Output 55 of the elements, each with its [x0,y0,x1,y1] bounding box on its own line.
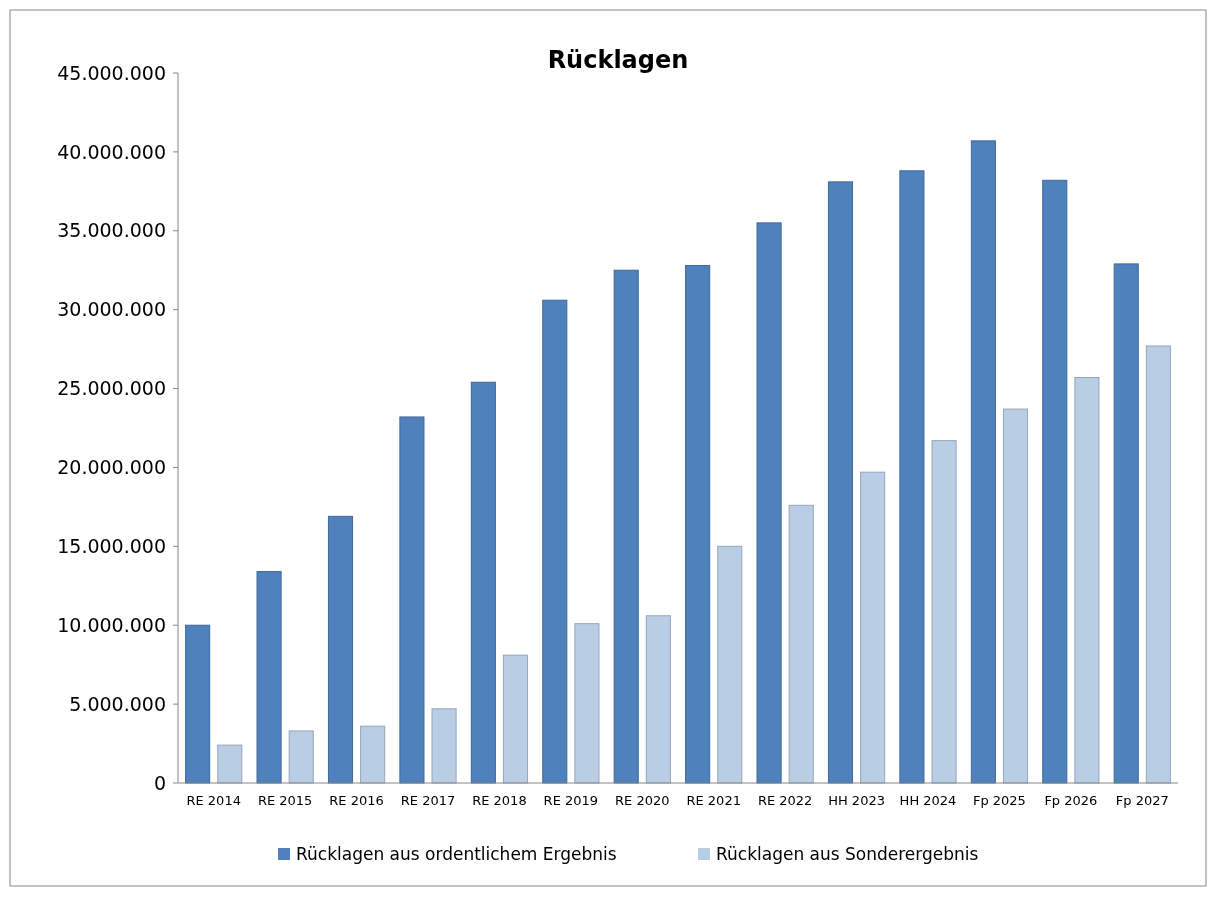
y-tick-label: 40.000.000 [57,140,166,163]
x-tick-label: HH 2024 [899,793,957,808]
bar [399,416,425,784]
y-tick-label: 5.000.000 [69,692,166,715]
bar [970,140,996,784]
bar [502,654,529,784]
bar [685,264,711,784]
bar [470,381,496,784]
x-tick-label: RE 2016 [329,793,384,808]
x-tick-label: RE 2017 [400,793,456,808]
bar [645,615,671,784]
bar [360,725,386,784]
bar [256,571,282,784]
bar [542,299,568,784]
y-tick-label: 20.000.000 [57,456,166,479]
bar [931,440,957,784]
bar [1113,263,1139,784]
y-tick-label: 30.000.000 [57,298,166,321]
bar [1145,345,1171,784]
bar [1002,408,1029,784]
chart-title: Rücklagen [547,46,689,74]
bar [827,181,854,784]
x-tick-label: RE 2014 [186,793,241,808]
bar [185,624,211,784]
bar [431,708,457,784]
bar [899,170,925,784]
legend-label: Rücklagen aus Sonderergebnis [716,843,979,864]
y-tick-label: 25.000.000 [57,377,166,400]
bar [788,504,814,784]
y-tick-label: 0 [153,771,166,794]
x-tick-label: Fp 2027 [1115,793,1169,808]
x-tick-label: RE 2015 [257,793,313,808]
y-tick-label: 35.000.000 [57,219,166,242]
bar [327,515,354,784]
bar [860,471,886,784]
bar [1042,179,1068,784]
bar [1074,377,1100,784]
bar [756,222,782,784]
x-tick-label: RE 2022 [757,793,813,808]
bar [613,269,639,784]
bar [574,623,600,784]
bar [288,730,314,784]
y-tick-label: 45.000.000 [57,61,166,84]
x-tick-label: Fp 2026 [1044,793,1098,808]
x-tick-label: RE 2021 [686,793,741,808]
bar [717,545,743,784]
x-tick-label: RE 2020 [615,793,670,808]
x-tick-label: RE 2019 [543,793,599,808]
legend-label: Rücklagen aus ordentlichem Ergebnis [296,843,617,864]
y-tick-label: 10.000.000 [57,613,166,636]
x-tick-label: RE 2018 [472,793,527,808]
x-tick-label: HH 2023 [828,793,885,808]
x-tick-label: Fp 2025 [972,793,1026,808]
bar [217,744,243,784]
y-tick-label: 15.000.000 [57,534,166,557]
